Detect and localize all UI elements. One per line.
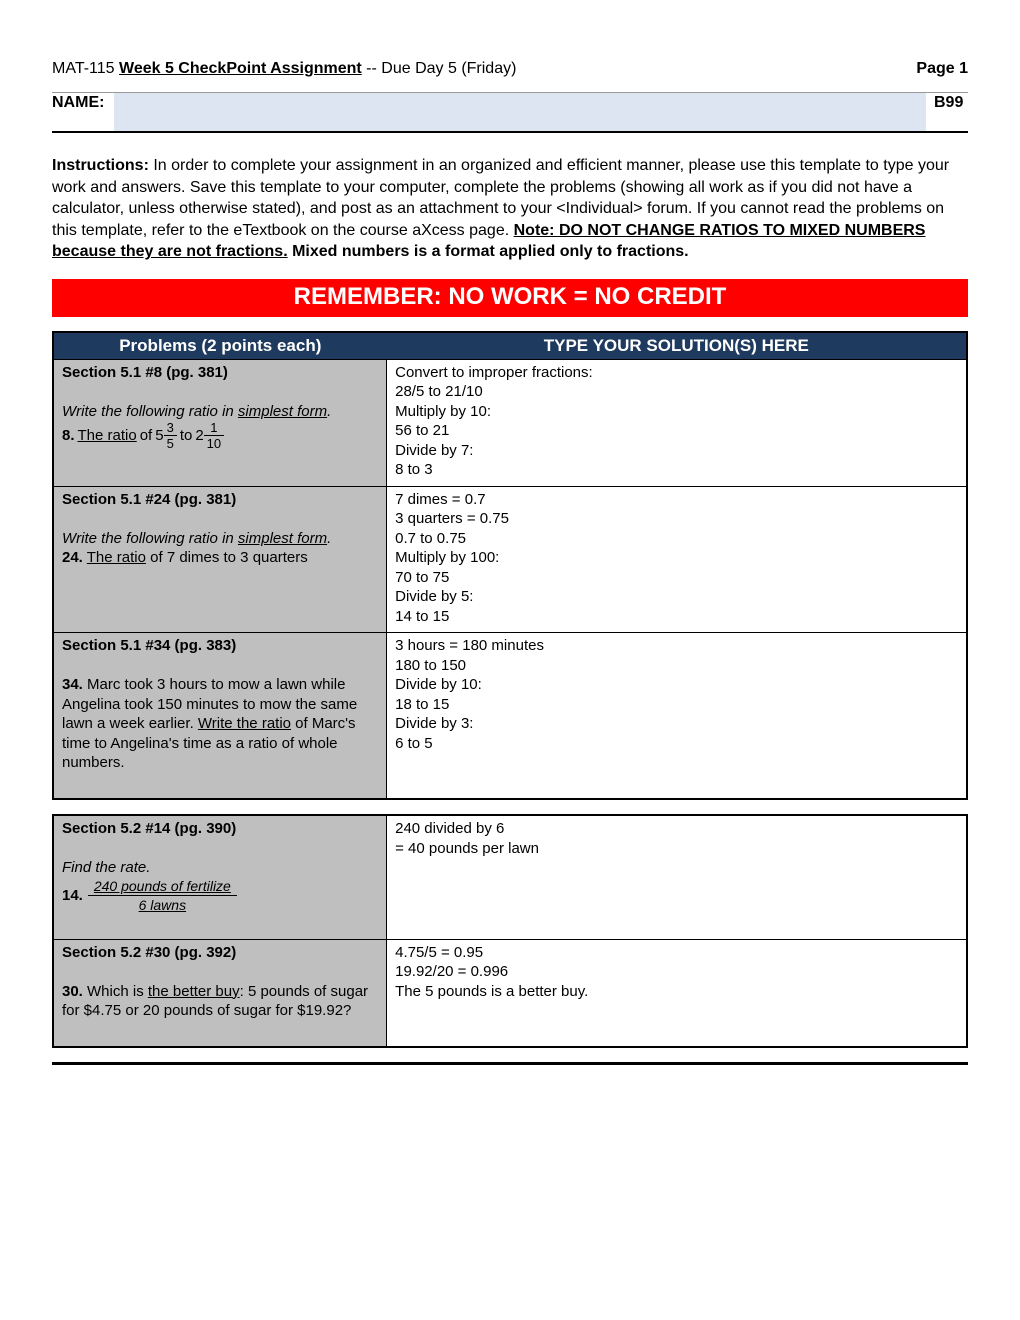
- instructions-note-bold: Mixed numbers is a format applied only t…: [288, 243, 689, 260]
- course-code: MAT-115: [52, 60, 115, 77]
- grade-code: B99: [926, 93, 968, 112]
- solution-text: Convert to improper fractions: 28/5 to 2…: [395, 363, 958, 480]
- problem-cell: Section 5.2 #30 (pg. 392) 30. Which is t…: [53, 939, 387, 1047]
- name-input[interactable]: [114, 93, 926, 133]
- page-header: MAT-115 Week 5 CheckPoint Assignment -- …: [52, 60, 968, 78]
- header-left: MAT-115 Week 5 CheckPoint Assignment -- …: [52, 60, 516, 78]
- problem-instruction: Write the following ratio in simplest fo…: [62, 402, 378, 422]
- solution-text: 7 dimes = 0.7 3 quarters = 0.75 0.7 to 0…: [395, 490, 958, 627]
- instructions: Instructions: In order to complete your …: [52, 155, 968, 263]
- solution-cell[interactable]: 240 divided by 6 = 40 pounds per lawn: [387, 815, 967, 939]
- solution-text: 3 hours = 180 minutes 180 to 150 Divide …: [395, 636, 958, 753]
- solution-cell[interactable]: 4.75/5 = 0.95 19.92/20 = 0.996 The 5 pou…: [387, 939, 967, 1047]
- name-label: NAME:: [52, 93, 114, 112]
- problem-cell: Section 5.1 #24 (pg. 381) Write the foll…: [53, 486, 387, 633]
- problem-instruction: Write the following ratio in simplest fo…: [62, 529, 378, 549]
- instructions-label: Instructions:: [52, 157, 149, 174]
- problems-table-2: Section 5.2 #14 (pg. 390) Find the rate.…: [52, 814, 968, 1048]
- page-number: Page 1: [916, 60, 968, 78]
- footer-rule: [52, 1062, 968, 1065]
- solution-cell[interactable]: Convert to improper fractions: 28/5 to 2…: [387, 359, 967, 486]
- solution-cell[interactable]: 7 dimes = 0.7 3 quarters = 0.75 0.7 to 0…: [387, 486, 967, 633]
- problems-table-1: Problems (2 points each) TYPE YOUR SOLUT…: [52, 331, 968, 801]
- due-text: -- Due Day 5 (Friday): [362, 60, 517, 77]
- section-title: Section 5.2 #14 (pg. 390): [62, 819, 378, 839]
- assignment-title: Week 5 CheckPoint Assignment: [119, 60, 362, 77]
- section-title: Section 5.2 #30 (pg. 392): [62, 943, 378, 963]
- section-title: Section 5.1 #8 (pg. 381): [62, 363, 378, 383]
- problem-cell: Section 5.1 #8 (pg. 381) Write the follo…: [53, 359, 387, 486]
- name-row: NAME: B99: [52, 92, 968, 133]
- red-banner: REMEMBER: NO WORK = NO CREDIT: [52, 279, 968, 317]
- section-title: Section 5.1 #34 (pg. 383): [62, 636, 378, 656]
- problem-cell: Section 5.2 #14 (pg. 390) Find the rate.…: [53, 815, 387, 939]
- section-title: Section 5.1 #24 (pg. 381): [62, 490, 378, 510]
- solution-text: 240 divided by 6 = 40 pounds per lawn: [395, 819, 958, 858]
- solution-cell[interactable]: 3 hours = 180 minutes 180 to 150 Divide …: [387, 633, 967, 800]
- th-problems: Problems (2 points each): [53, 332, 387, 360]
- problem-instruction: Find the rate.: [62, 858, 378, 878]
- problem-8-line: 8. The ratio of 535 to 2110: [62, 421, 378, 450]
- problem-cell: Section 5.1 #34 (pg. 383) 34. Marc took …: [53, 633, 387, 800]
- solution-text: 4.75/5 = 0.95 19.92/20 = 0.996 The 5 pou…: [395, 943, 958, 1002]
- th-solutions: TYPE YOUR SOLUTION(S) HERE: [387, 332, 967, 360]
